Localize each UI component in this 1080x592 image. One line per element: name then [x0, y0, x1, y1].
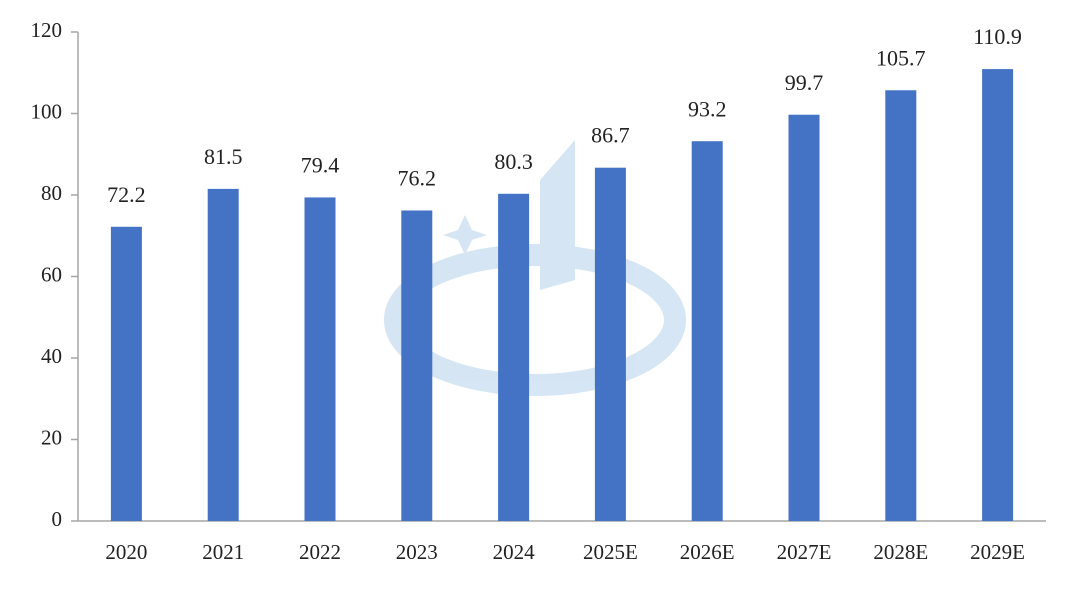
- bar: [788, 114, 820, 521]
- watermark: [384, 140, 686, 396]
- bar: [885, 90, 917, 522]
- value-label: 93.2: [688, 96, 727, 121]
- x-tick-label: 2027E: [777, 540, 832, 564]
- x-tick-label: 2026E: [680, 540, 735, 564]
- y-tick-label: 100: [31, 99, 63, 123]
- value-label: 80.3: [494, 149, 533, 174]
- y-tick-label: 120: [31, 18, 63, 42]
- value-label: 76.2: [398, 166, 437, 191]
- bar: [594, 167, 626, 521]
- bar: [498, 193, 530, 521]
- value-label: 72.2: [107, 182, 146, 207]
- bar: [207, 188, 239, 521]
- bar: [401, 210, 433, 522]
- x-tick-label: 2025E: [583, 540, 638, 564]
- bar: [110, 226, 142, 521]
- value-label: 99.7: [785, 70, 824, 95]
- bar: [691, 141, 723, 521]
- x-tick-label: 2022: [299, 540, 341, 564]
- y-tick-label: 0: [52, 507, 63, 531]
- value-label: 81.5: [204, 144, 243, 169]
- bar: [304, 197, 336, 521]
- x-tick-label: 2023: [396, 540, 438, 564]
- y-tick-label: 60: [41, 262, 62, 286]
- value-label: 86.7: [591, 123, 630, 148]
- bar: [982, 69, 1014, 522]
- y-tick-label: 80: [41, 181, 62, 205]
- x-tick-label: 2024: [493, 540, 536, 564]
- x-tick-label: 2021: [202, 540, 244, 564]
- value-label: 110.9: [973, 24, 1022, 49]
- y-tick-label: 40: [41, 344, 62, 368]
- value-label: 79.4: [301, 152, 340, 177]
- value-label: 105.7: [876, 45, 926, 70]
- x-tick-label: 2029E: [970, 540, 1025, 564]
- x-tick-label: 2020: [105, 540, 147, 564]
- y-tick-label: 20: [41, 425, 62, 449]
- x-tick-label: 2028E: [873, 540, 928, 564]
